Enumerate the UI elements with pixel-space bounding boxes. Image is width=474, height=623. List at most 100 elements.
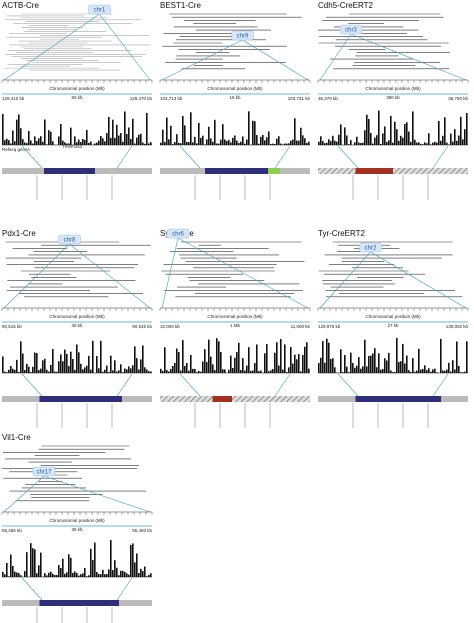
chr-badge	[231, 30, 254, 41]
coverage	[372, 143, 374, 145]
coverage	[278, 365, 280, 373]
coverage	[362, 142, 364, 145]
coverage	[142, 345, 144, 373]
coverage	[50, 365, 52, 373]
gene-segment	[212, 396, 232, 402]
coverage	[98, 574, 100, 577]
coverage	[56, 371, 58, 373]
coverage	[34, 549, 36, 577]
coverage	[58, 361, 60, 373]
coverage	[162, 129, 164, 145]
coverage	[74, 369, 76, 373]
coverage	[182, 340, 184, 373]
coverage	[52, 348, 54, 373]
coverage	[110, 137, 112, 145]
coverage	[264, 140, 266, 145]
coverage	[242, 136, 244, 145]
coverage	[138, 134, 140, 145]
coverage	[26, 552, 28, 577]
coverage	[230, 142, 232, 145]
coverage	[416, 142, 418, 145]
coverage	[134, 562, 136, 577]
coverage	[32, 143, 34, 145]
coverage	[42, 360, 44, 373]
zoom-line	[370, 251, 467, 309]
coverage	[260, 136, 262, 145]
coverage	[228, 139, 230, 145]
coverage	[430, 371, 432, 373]
coverage	[390, 115, 392, 145]
coverage	[208, 126, 210, 145]
scale-label: 38 kb	[71, 527, 83, 532]
coverage	[104, 141, 106, 145]
coverage	[150, 573, 152, 577]
right-coord: 36,750 kb	[448, 96, 468, 101]
coverage	[324, 362, 326, 373]
coverage	[360, 142, 362, 145]
coverage	[444, 117, 446, 145]
coverage	[244, 370, 246, 373]
coverage	[62, 361, 64, 373]
coverage	[34, 352, 36, 373]
coverage	[282, 144, 284, 145]
coverage	[126, 573, 128, 577]
coverage	[268, 371, 270, 373]
coverage	[146, 369, 148, 373]
coverage	[326, 338, 328, 373]
gene-segment	[122, 396, 152, 402]
right-coord: 103,731 kb	[288, 96, 311, 101]
coverage	[252, 370, 254, 373]
coverage	[464, 129, 466, 145]
track-label: Refseq genes	[2, 147, 31, 152]
coverage	[120, 364, 122, 373]
coverage	[116, 371, 118, 373]
coverage	[176, 134, 178, 145]
coverage	[428, 133, 430, 145]
coverage	[254, 121, 256, 145]
coverage	[30, 372, 32, 373]
coverage	[168, 139, 170, 145]
coverage	[18, 372, 20, 373]
coverage	[100, 340, 102, 373]
coverage	[236, 140, 238, 145]
coverage	[288, 143, 290, 145]
coverage	[54, 371, 56, 373]
coverage	[52, 141, 54, 145]
coverage	[460, 372, 462, 373]
coverage	[10, 365, 12, 373]
coverage	[96, 356, 98, 373]
coverage	[114, 360, 116, 373]
coverage	[214, 370, 216, 373]
coverage	[450, 371, 452, 373]
coverage	[338, 134, 340, 145]
coverage	[50, 131, 52, 145]
coverage	[40, 136, 42, 145]
coverage	[166, 369, 168, 373]
coverage	[18, 114, 20, 145]
coverage	[76, 142, 78, 145]
coverage	[428, 368, 430, 373]
coverage	[110, 540, 112, 577]
coverage	[96, 142, 98, 145]
coverage	[14, 369, 16, 373]
coverage	[292, 363, 294, 373]
coverage	[274, 352, 276, 373]
coverage	[384, 358, 386, 373]
coverage	[122, 141, 124, 145]
coverage	[108, 116, 110, 145]
coverage	[132, 365, 134, 373]
coverage	[124, 368, 126, 373]
coverage	[8, 369, 10, 373]
coverage	[222, 369, 224, 373]
coverage	[436, 372, 438, 373]
coverage	[440, 338, 442, 373]
coverage	[126, 369, 128, 373]
coverage	[330, 141, 332, 145]
coverage	[286, 143, 288, 145]
coverage	[350, 140, 352, 145]
panel-title: Tyr-CreERT2	[318, 229, 366, 238]
coverage	[60, 124, 62, 145]
chr-label: chr1	[94, 8, 106, 14]
coverage	[446, 142, 448, 145]
coverage	[2, 114, 4, 145]
